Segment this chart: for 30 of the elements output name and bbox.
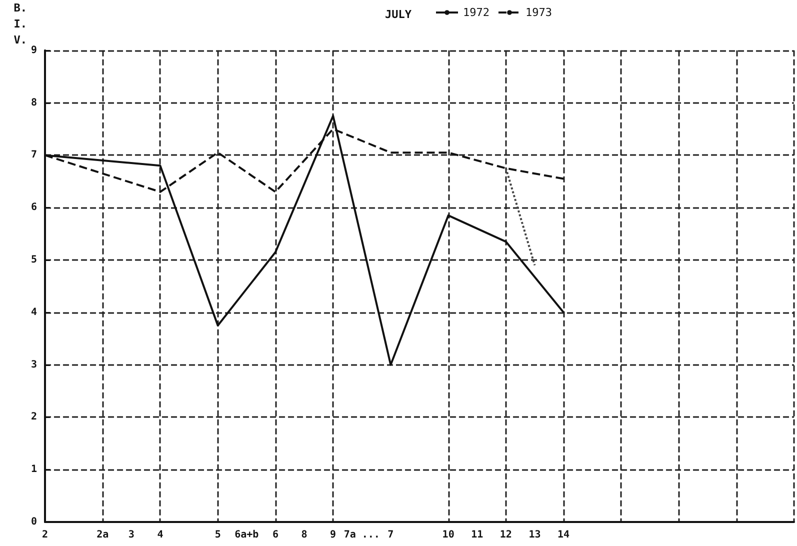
- x-tick-label: 2a: [96, 530, 109, 540]
- y-tick-label: 9: [30, 44, 37, 56]
- x-tick-label: 9: [330, 530, 336, 540]
- x-tick-label: 4: [157, 530, 164, 540]
- x-tick-label: 14: [558, 530, 570, 540]
- y-tick-label: 1: [30, 464, 37, 476]
- legend-label: 1972: [463, 6, 490, 19]
- y-tick-label: 5: [30, 254, 37, 266]
- x-tick-label: 8: [301, 530, 308, 540]
- x-tick-label: 2: [42, 530, 48, 540]
- x-tick-label: 6: [272, 530, 278, 540]
- x-tick-label: 11: [471, 530, 484, 540]
- y-tick-label: 4: [30, 306, 37, 318]
- x-tick-label: 5: [214, 530, 221, 540]
- x-tick-label: 7: [388, 530, 394, 540]
- y-tick-label: 8: [30, 97, 37, 108]
- y-tick-label: 0: [30, 516, 37, 528]
- x-tick-label: 12: [500, 530, 512, 540]
- x-tick-label: 10: [442, 530, 454, 540]
- y-tick-label: 3: [30, 359, 37, 370]
- x-tick-label: 7a ...: [344, 530, 380, 540]
- y-tick-label: 6: [30, 202, 37, 214]
- x-tick-label: 6a+b: [234, 530, 259, 540]
- y-tick-label: 2: [30, 412, 37, 423]
- y-axis-title: B. I. V.: [14, 2, 27, 46]
- x-tick-label: 13: [528, 530, 541, 540]
- chart-title: JULY: [385, 8, 412, 21]
- y-tick-label: 7: [30, 150, 37, 161]
- x-tick-label: 3: [128, 530, 134, 540]
- legend-label: 1973: [525, 6, 552, 19]
